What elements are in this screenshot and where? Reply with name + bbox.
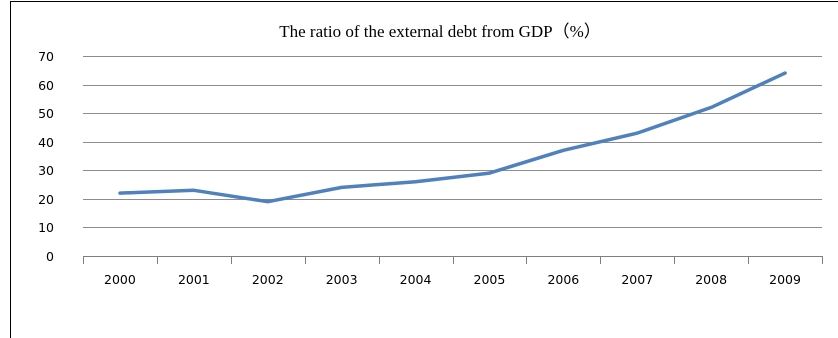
y-axis-tick-labels: 0 10 20 30 40 50 60 70 xyxy=(38,49,54,264)
x-tick-label: 2009 xyxy=(769,272,801,287)
gridlines xyxy=(83,56,823,264)
x-axis-tick-labels: 2000 2001 2002 2003 2004 2005 2006 2007 2008 2009 xyxy=(104,272,801,287)
x-tick-label: 2006 xyxy=(547,272,579,287)
y-tick-label: 20 xyxy=(38,192,54,207)
series-line-0 xyxy=(118,71,787,204)
series-lines xyxy=(118,71,787,204)
x-tick-label: 2002 xyxy=(252,272,284,287)
chart-title: The ratio of the external debt from GDP（… xyxy=(279,22,601,41)
x-tick-label: 2004 xyxy=(400,272,432,287)
x-tick-label: 2007 xyxy=(621,272,653,287)
x-tick-label: 2008 xyxy=(695,272,727,287)
y-tick-label: 30 xyxy=(38,163,54,178)
y-tick-label: 60 xyxy=(38,78,54,93)
y-tick-label: 10 xyxy=(38,220,54,235)
x-tick-label: 2003 xyxy=(326,272,358,287)
x-tick-label: 2000 xyxy=(104,272,136,287)
x-tick-label: 2001 xyxy=(178,272,210,287)
y-tick-label: 40 xyxy=(38,135,54,150)
y-tick-label: 0 xyxy=(46,249,54,264)
y-tick-label: 70 xyxy=(38,49,54,64)
y-tick-label: 50 xyxy=(38,106,54,121)
x-tick-label: 2005 xyxy=(474,272,506,287)
